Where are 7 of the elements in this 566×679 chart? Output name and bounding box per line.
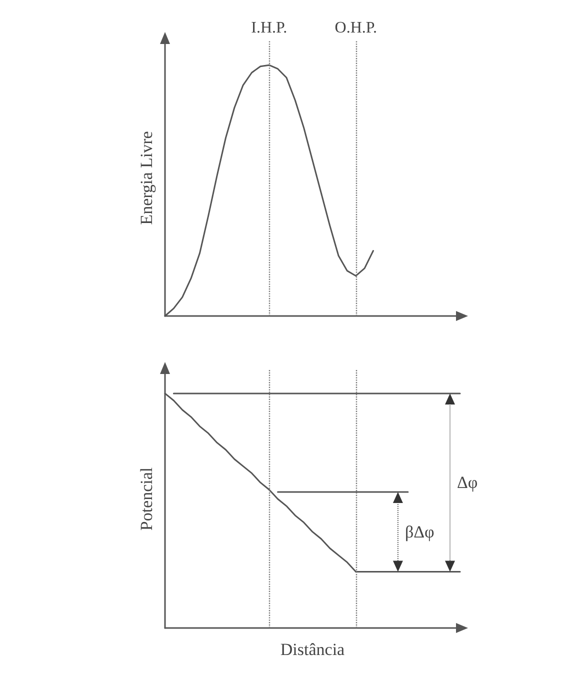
y-axis-title: Energia Livre [137, 131, 156, 225]
annotation: βΔφ [404, 522, 435, 542]
text: I.H.P. [251, 20, 288, 36]
y-axis-title: Potencial [137, 467, 156, 531]
x-axis-title: Distância [280, 640, 346, 659]
text: O.H.P. [334, 20, 377, 36]
annotation: Δφ [457, 473, 478, 492]
